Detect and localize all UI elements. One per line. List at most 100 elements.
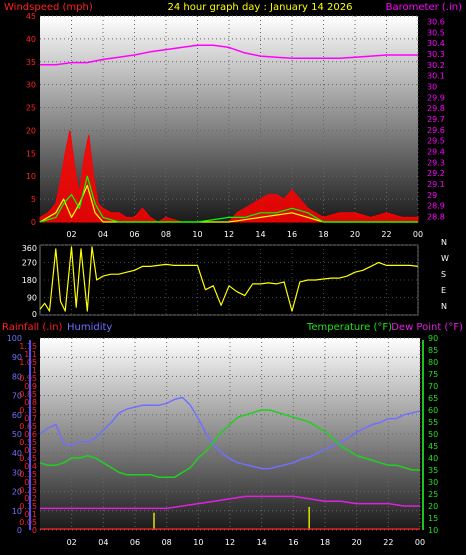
temperature-tick-label: 35 bbox=[428, 466, 438, 475]
windspeed-tick-label: 5 bbox=[31, 195, 36, 204]
windspeed-axis-title: Windspeed (mph) bbox=[4, 2, 93, 13]
top-x-tick-label: 08 bbox=[161, 230, 171, 239]
bottom-x-tick-label: 12 bbox=[225, 538, 235, 547]
barometer-tick-label: 30.1 bbox=[427, 72, 445, 81]
bottom-x-tick-label: 06 bbox=[130, 538, 140, 547]
humidity-tick-label: 10 bbox=[12, 507, 22, 516]
barometer-tick-label: 29.2 bbox=[427, 169, 445, 178]
humidity-series bbox=[39, 396, 421, 470]
temperature-tick-label: 25 bbox=[428, 490, 438, 499]
temperature-tick-label: 40 bbox=[428, 454, 438, 463]
rainfall-bar bbox=[308, 506, 310, 530]
top-x-tick-label: 18 bbox=[318, 230, 328, 239]
humidity-tick-label: 40 bbox=[12, 449, 22, 458]
temperature-tick-label: 60 bbox=[428, 406, 438, 415]
compass-label: N bbox=[441, 238, 447, 247]
windspeed-tick-label: 0 bbox=[31, 218, 36, 227]
bottom-x-tick-label: 20 bbox=[352, 538, 362, 547]
windspeed-tick-label: 45 bbox=[26, 12, 36, 21]
barometer-tick-label: 30.6 bbox=[427, 17, 445, 26]
barometer-tick-label: 28.8 bbox=[427, 213, 445, 222]
humidity-tick-label: 70 bbox=[12, 392, 22, 401]
temperature-tick-label: 15 bbox=[428, 514, 438, 523]
humidity-tick-label: 80 bbox=[12, 372, 22, 381]
temperature-tick-label: 90 bbox=[428, 334, 438, 343]
bottom-x-tick-label: 04 bbox=[98, 538, 108, 547]
top-x-tick-label: 02 bbox=[66, 230, 76, 239]
top-x-tick-label: 10 bbox=[192, 230, 202, 239]
temperature-tick-label: 30 bbox=[428, 478, 438, 487]
windspeed-tick-label: 35 bbox=[26, 58, 36, 67]
rainfall-tick-label: 1.05 bbox=[19, 358, 37, 367]
top-x-tick-label: 14 bbox=[255, 230, 265, 239]
barometer-tick-label: 30.3 bbox=[427, 50, 445, 59]
barometer-tick-label: 30.2 bbox=[427, 61, 445, 70]
rainfall-bar bbox=[153, 512, 155, 530]
bottom-x-tick-label: 14 bbox=[257, 538, 267, 547]
barometer-tick-label: 29.1 bbox=[427, 180, 445, 189]
windspeed-tick-label: 10 bbox=[26, 172, 36, 181]
humidity-tick-label: 60 bbox=[12, 411, 22, 420]
bottom-x-tick-label: 18 bbox=[320, 538, 330, 547]
temperature-tick-label: 80 bbox=[428, 358, 438, 367]
wind-baro-panel bbox=[40, 16, 418, 222]
windspeed-tick-label: 30 bbox=[26, 81, 36, 90]
barometer-tick-label: 29.5 bbox=[427, 137, 445, 146]
direction-tick-label: 90 bbox=[27, 294, 37, 303]
humidity-tick-label: 100 bbox=[7, 334, 22, 343]
rainfall-tick-label: 0 bbox=[32, 526, 37, 535]
barometer-tick-label: 28.9 bbox=[427, 202, 445, 211]
bottom-x-tick-label: 02 bbox=[67, 538, 77, 547]
barometer-tick-label: 29.3 bbox=[427, 158, 445, 167]
top-x-tick-label: 00 bbox=[413, 230, 423, 239]
barometer-axis-title: Barometer (.in) bbox=[386, 2, 462, 13]
direction-tick-label: 0 bbox=[32, 310, 37, 319]
compass-label: W bbox=[441, 254, 449, 263]
wind-direction-series bbox=[39, 246, 419, 312]
rainfall-tick-label: 0.15 bbox=[19, 502, 37, 511]
barometer-tick-label: 29.4 bbox=[427, 148, 445, 157]
chart-title: 24 hour graph day : January 14 2026 bbox=[168, 2, 353, 13]
temperature-tick-label: 50 bbox=[428, 430, 438, 439]
temperature-tick-label: 75 bbox=[428, 370, 438, 379]
humidity-tick-label: 30 bbox=[12, 468, 22, 477]
temperature-tick-label: 20 bbox=[428, 502, 438, 511]
rainfall-tick-label: 0.85 bbox=[19, 390, 37, 399]
compass-label: N bbox=[441, 302, 447, 311]
direction-tick-label: 180 bbox=[22, 276, 37, 285]
humidity-tick-label: 50 bbox=[12, 430, 22, 439]
temperature-tick-label: 65 bbox=[428, 394, 438, 403]
barometer-tick-label: 30 bbox=[427, 82, 437, 91]
direction-tick-label: 270 bbox=[22, 259, 37, 268]
bottom-x-tick-label: 10 bbox=[193, 538, 203, 547]
dewpoint-axis-title: Dew Point (°F) bbox=[391, 322, 463, 333]
barometer-tick-label: 30.4 bbox=[427, 39, 445, 48]
compass-label: S bbox=[441, 270, 446, 279]
humidity-tick-label: 0 bbox=[17, 526, 22, 535]
rainfall-tick-label: 0.55 bbox=[19, 438, 37, 447]
temperature-tick-label: 10 bbox=[428, 526, 438, 535]
top-x-tick-label: 12 bbox=[224, 230, 234, 239]
temperature-series bbox=[39, 409, 420, 478]
barometer-tick-label: 29 bbox=[427, 191, 437, 200]
windspeed-tick-label: 20 bbox=[26, 126, 36, 135]
barometer-tick-label: 29.8 bbox=[427, 104, 445, 113]
direction-tick-label: 360 bbox=[22, 244, 37, 253]
top-x-tick-label: 20 bbox=[350, 230, 360, 239]
rainfall-tick-label: 1 bbox=[32, 366, 37, 375]
temperature-tick-label: 45 bbox=[428, 442, 438, 451]
barometer-tick-label: 29.7 bbox=[427, 115, 445, 124]
barometer-tick-label: 30.5 bbox=[427, 28, 445, 37]
barometer-tick-label: 29.9 bbox=[427, 93, 445, 102]
windspeed-tick-label: 25 bbox=[26, 104, 36, 113]
avg-wind-series bbox=[39, 175, 418, 223]
compass-label: E bbox=[441, 286, 446, 295]
humidity-axis-title: Humidity bbox=[67, 322, 112, 333]
rainfall-tick-label: 1.15 bbox=[19, 342, 37, 351]
bottom-x-tick-label: 00 bbox=[415, 538, 425, 547]
temperature-axis-title: Temperature (°F) bbox=[306, 322, 392, 333]
top-x-tick-label: 06 bbox=[129, 230, 139, 239]
rainfall-tick-label: 0.05 bbox=[19, 518, 37, 527]
humidity-tick-label: 20 bbox=[12, 488, 22, 497]
